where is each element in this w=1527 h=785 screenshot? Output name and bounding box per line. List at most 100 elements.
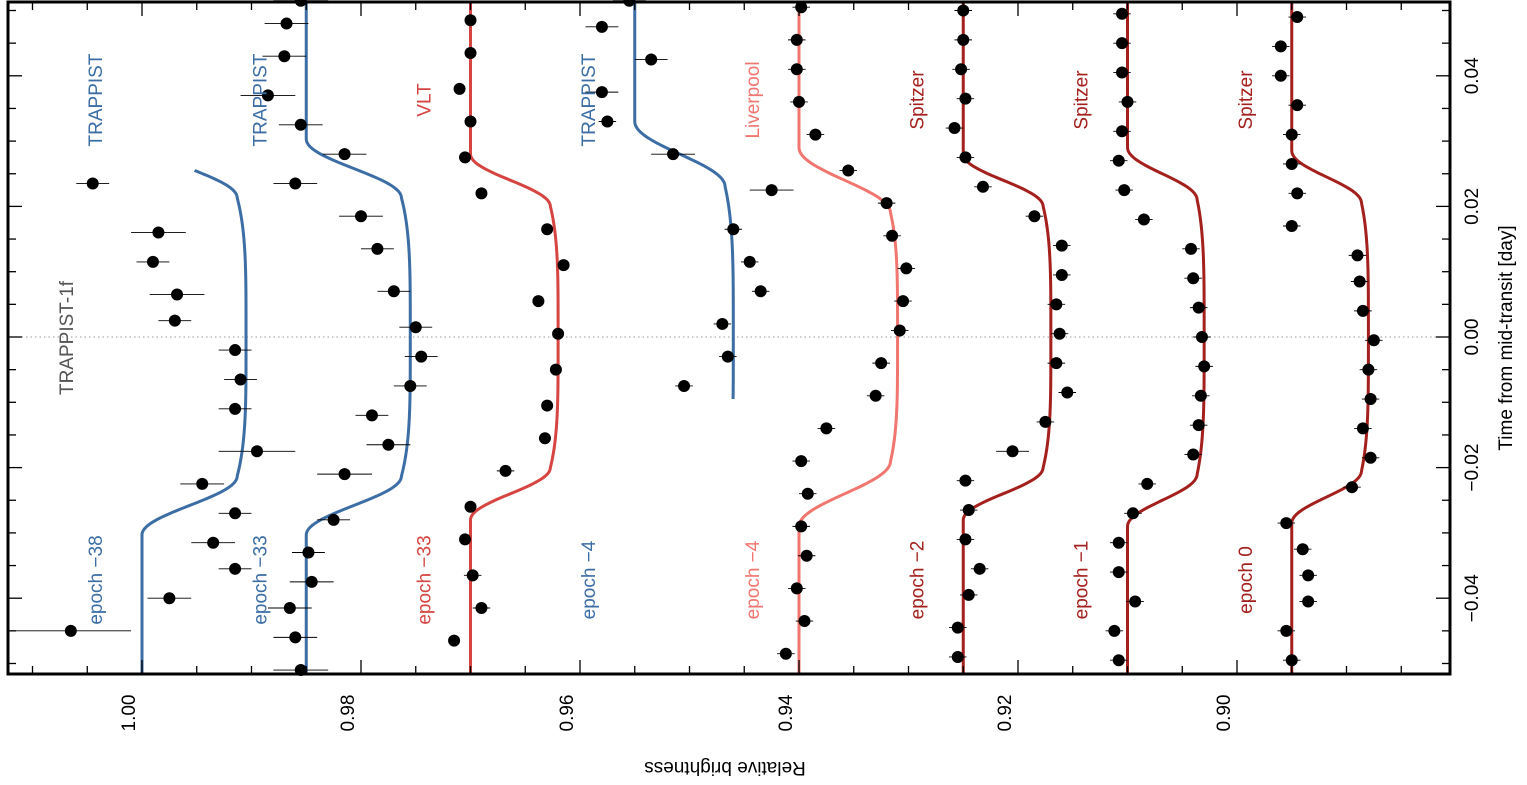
instrument-label: TRAPPIST	[579, 53, 600, 146]
data-point	[1285, 128, 1298, 141]
data-point	[557, 259, 570, 272]
data-point	[880, 197, 893, 210]
data-point	[595, 86, 608, 99]
data-point	[1055, 268, 1068, 281]
data-point	[475, 601, 488, 614]
data-point	[790, 63, 803, 76]
data-point	[721, 350, 734, 363]
y-tick-label: −0.02	[1462, 444, 1483, 492]
data-point	[453, 82, 466, 95]
data-point	[951, 621, 964, 634]
data-point	[1116, 7, 1129, 20]
data-point	[765, 184, 778, 197]
data-point	[538, 432, 551, 445]
instrument-label: Spitzer	[907, 70, 928, 130]
epoch-label: epoch −33	[415, 535, 436, 624]
data-point	[305, 575, 318, 588]
data-point	[1291, 99, 1304, 112]
data-point	[549, 363, 562, 376]
x-tick-label: 0.92	[995, 695, 1016, 732]
y-tick-label: 0.00	[1462, 319, 1483, 356]
data-point	[196, 477, 209, 490]
data-point	[743, 255, 756, 268]
data-point	[1291, 187, 1304, 200]
data-point	[1285, 219, 1298, 232]
data-point	[1285, 157, 1298, 170]
data-point	[1053, 327, 1066, 340]
data-point	[875, 357, 888, 370]
series-4: Liverpool epoch −4	[743, 0, 916, 674]
data-point	[1112, 154, 1125, 167]
data-point	[793, 95, 805, 108]
data-point	[1367, 334, 1380, 347]
data-point	[959, 92, 972, 105]
data-point	[798, 615, 811, 628]
data-point	[869, 389, 882, 402]
data-point	[499, 464, 512, 477]
epoch-label: epoch −38	[86, 535, 107, 624]
data-point	[1050, 298, 1063, 311]
data-point	[959, 151, 972, 164]
x-tick-label: 1.00	[119, 695, 140, 732]
data-point	[552, 327, 565, 340]
data-point	[1345, 481, 1358, 494]
data-point	[1121, 95, 1134, 108]
data-point	[280, 17, 293, 30]
data-point	[302, 546, 315, 559]
data-point	[976, 180, 989, 193]
data-point	[466, 569, 479, 582]
data-point	[948, 122, 961, 135]
data-point	[1362, 363, 1375, 376]
y-axis-label: Time from mid-transit [day]	[1496, 225, 1517, 450]
data-point	[1285, 654, 1298, 667]
data-point	[464, 115, 477, 128]
data-point	[1291, 11, 1304, 24]
planet-label: TRAPPIST-1f	[57, 280, 78, 395]
data-point	[795, 455, 808, 468]
data-point	[790, 33, 803, 46]
data-point	[86, 177, 99, 190]
data-point	[1356, 304, 1369, 317]
data-point	[973, 562, 986, 575]
series-2: VLT epoch −33	[415, 0, 570, 674]
data-point	[261, 89, 274, 102]
data-point	[1112, 654, 1125, 667]
series-7: Spitzer epoch 0	[1236, 0, 1383, 674]
data-point	[1039, 415, 1052, 428]
x-tick-label: 0.98	[338, 695, 359, 732]
data-point	[371, 242, 384, 255]
y-tick-label: 0.02	[1462, 188, 1483, 225]
x-tick-label: 0.90	[1214, 695, 1235, 732]
data-point	[1274, 69, 1287, 82]
data-point	[448, 634, 461, 647]
data-point	[387, 285, 400, 298]
data-point	[1112, 566, 1125, 579]
data-point	[294, 118, 307, 131]
data-point	[229, 344, 242, 357]
data-point	[229, 507, 242, 520]
x-tick-label: 0.96	[557, 695, 578, 732]
data-point	[1280, 624, 1293, 637]
data-point	[278, 50, 291, 63]
data-point	[667, 148, 680, 161]
data-point	[532, 295, 545, 308]
data-point	[355, 210, 367, 223]
data-point	[1137, 213, 1150, 226]
data-point	[404, 379, 417, 392]
data-point	[957, 33, 970, 46]
data-point	[171, 288, 184, 301]
data-point	[1280, 517, 1293, 530]
instrument-label: TRAPPIST	[250, 53, 271, 146]
x-tick-label: 0.94	[776, 694, 797, 731]
data-point	[842, 164, 855, 177]
data-point	[1187, 448, 1200, 461]
data-point	[64, 624, 77, 637]
data-point	[820, 422, 833, 435]
model-curve-0	[140, 169, 248, 674]
data-point	[1353, 275, 1366, 288]
data-point	[338, 148, 351, 161]
data-point	[1129, 595, 1142, 608]
data-point	[1351, 249, 1364, 262]
model-curve-5	[961, 0, 1053, 674]
